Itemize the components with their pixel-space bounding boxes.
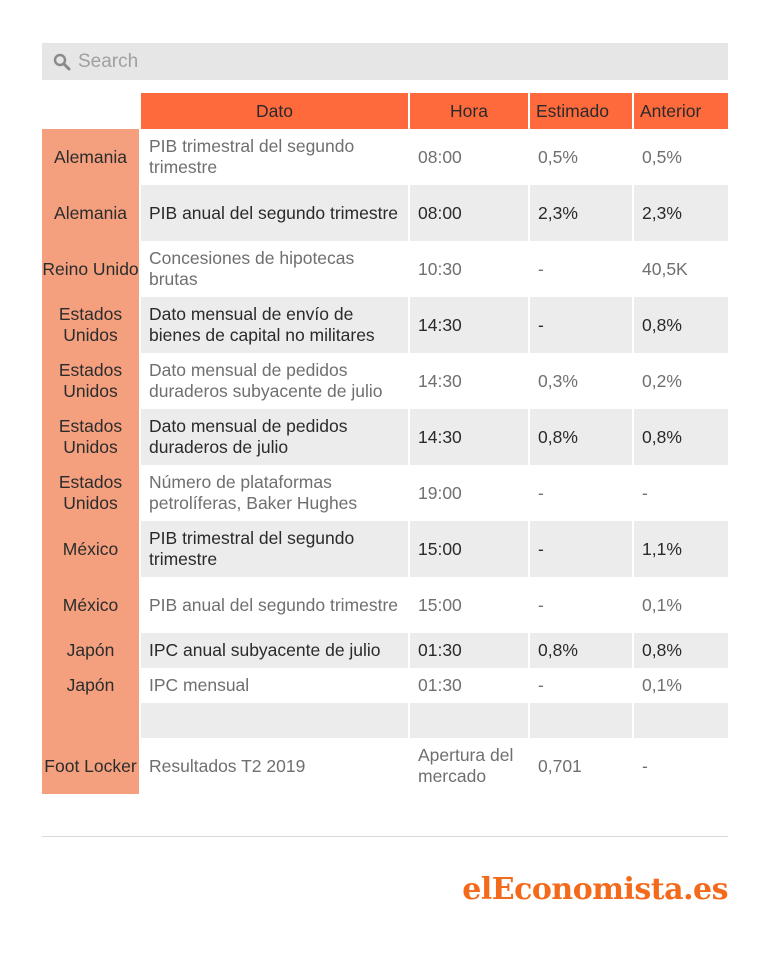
header-row: Dato Hora Estimado Anterior [42,93,728,129]
table-row: Alemania PIB trimestral del segundo trim… [42,129,728,185]
dato-cell: IPC anual subyacente de julio [140,633,410,668]
hora-cell: 10:30 [409,241,530,297]
estimado-cell: - [529,521,634,577]
dato-cell: Dato mensual de pedidos duraderos subyac… [140,353,410,409]
estimado-cell: - [529,465,634,521]
anterior-cell: 0,2% [633,353,728,409]
anterior-cell: 0,1% [633,577,728,633]
hora-cell: 08:00 [409,129,530,185]
anterior-cell: - [633,465,728,521]
hora-cell: Apertura del mercado [409,738,530,794]
logo-part: el [462,872,492,907]
estimado-cell [529,703,634,738]
hora-cell: 08:00 [409,185,530,241]
dato-cell: Resultados T2 2019 [140,738,410,794]
anterior-cell: 1,1% [633,521,728,577]
country-cell: Estados Unidos [42,297,141,353]
estimado-cell: 0,8% [529,633,634,668]
country-cell: Reino Unido [42,241,141,297]
dato-cell: Número de plataformas petrolíferas, Bake… [140,465,410,521]
estimado-cell: - [529,668,634,703]
hora-cell: 01:30 [409,668,530,703]
estimado-cell: 0,5% [529,129,634,185]
table-row: Japón IPC mensual 01:30 - 0,1% [42,668,728,703]
dato-cell: PIB trimestral del segundo trimestre [140,521,410,577]
hora-cell [409,703,530,738]
hora-cell: 01:30 [409,633,530,668]
search-bar[interactable] [42,43,728,80]
hora-cell: 14:30 [409,353,530,409]
estimado-cell: 2,3% [529,185,634,241]
table-row: Estados Unidos Dato mensual de pedidos d… [42,409,728,465]
country-cell: Estados Unidos [42,353,141,409]
country-cell: Estados Unidos [42,465,141,521]
header-dato[interactable]: Dato [140,93,410,129]
logo-part: nomista.es [551,872,728,907]
country-cell: Japón [42,633,141,668]
estimado-cell: - [529,297,634,353]
search-input[interactable] [78,43,708,80]
country-cell: Estados Unidos [42,409,141,465]
table-row: Reino Unido Concesiones de hipotecas bru… [42,241,728,297]
dato-cell: PIB anual del segundo trimestre [140,577,410,633]
footer-divider [42,836,728,837]
dato-cell: PIB anual del segundo trimestre [140,185,410,241]
country-cell: México [42,521,141,577]
country-cell: Foot Locker [42,738,141,794]
table-row: Alemania PIB anual del segundo trimestre… [42,185,728,241]
dato-cell: IPC mensual [140,668,410,703]
estimado-cell: - [529,577,634,633]
anterior-cell: 2,3% [633,185,728,241]
country-cell: Alemania [42,185,141,241]
dato-cell [140,703,410,738]
table-row: Japón IPC anual subyacente de julio 01:3… [42,633,728,668]
dato-cell: Dato mensual de pedidos duraderos de jul… [140,409,410,465]
hora-cell: 19:00 [409,465,530,521]
table-row: Estados Unidos Dato mensual de envío de … [42,297,728,353]
anterior-cell [633,703,728,738]
search-icon [53,53,71,71]
hora-cell: 14:30 [409,297,530,353]
country-cell: Japón [42,668,141,703]
estimado-cell: 0,701 [529,738,634,794]
estimado-cell: - [529,241,634,297]
logo-part: co [514,872,552,907]
anterior-cell: 0,8% [633,409,728,465]
hora-cell: 15:00 [409,577,530,633]
anterior-cell: - [633,738,728,794]
header-hora[interactable]: Hora [409,93,530,129]
header-anterior[interactable]: Anterior [633,93,728,129]
anterior-cell: 40,5K [633,241,728,297]
hora-cell: 14:30 [409,409,530,465]
header-estimado[interactable]: Estimado [529,93,634,129]
table-row: México PIB anual del segundo trimestre 1… [42,577,728,633]
estimado-cell: 0,8% [529,409,634,465]
dato-cell: PIB trimestral del segundo trimestre [140,129,410,185]
anterior-cell: 0,8% [633,297,728,353]
anterior-cell: 0,1% [633,668,728,703]
dato-cell: Dato mensual de envío de bienes de capit… [140,297,410,353]
logo-part: E [491,872,515,907]
table-row: Estados Unidos Número de plataformas pet… [42,465,728,521]
table-row: Foot Locker Resultados T2 2019 Apertura … [42,738,728,794]
country-cell [42,703,141,738]
anterior-cell: 0,5% [633,129,728,185]
dato-cell: Concesiones de hipotecas brutas [140,241,410,297]
table-row: México PIB trimestral del segundo trimes… [42,521,728,577]
estimado-cell: 0,3% [529,353,634,409]
header-blank [42,93,141,129]
country-cell: México [42,577,141,633]
table-row: Estados Unidos Dato mensual de pedidos d… [42,353,728,409]
hora-cell: 15:00 [409,521,530,577]
table-row [42,703,728,738]
eleconomista-logo[interactable]: elEconomista.es [462,872,728,907]
anterior-cell: 0,8% [633,633,728,668]
economic-calendar-table: Dato Hora Estimado Anterior Alemania PIB… [42,93,728,794]
country-cell: Alemania [42,129,141,185]
